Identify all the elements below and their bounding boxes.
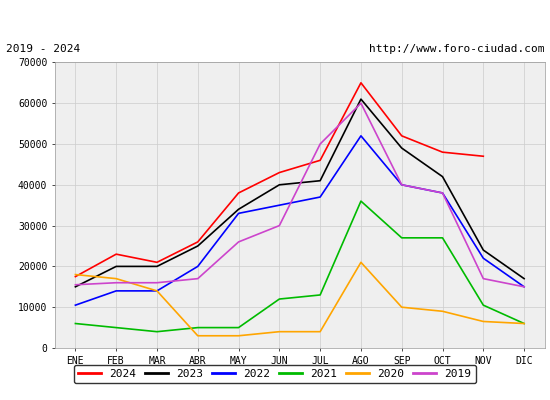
Text: 2019 - 2024: 2019 - 2024: [6, 44, 80, 54]
Legend: 2024, 2023, 2022, 2021, 2020, 2019: 2024, 2023, 2022, 2021, 2020, 2019: [74, 364, 476, 384]
Text: http://www.foro-ciudad.com: http://www.foro-ciudad.com: [369, 44, 544, 54]
Text: Evolucion Nº Turistas Extranjeros en el municipio de Estepona: Evolucion Nº Turistas Extranjeros en el …: [42, 11, 508, 24]
